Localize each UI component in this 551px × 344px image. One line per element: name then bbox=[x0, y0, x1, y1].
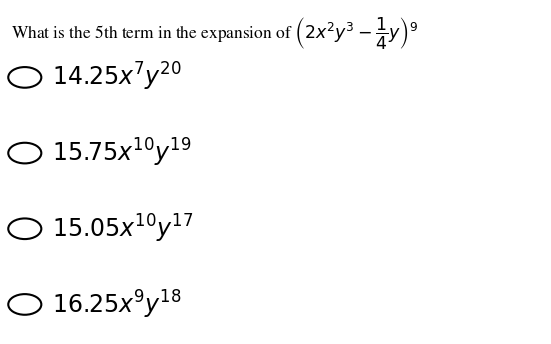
Text: $14.25x^7y^{20}$: $14.25x^7y^{20}$ bbox=[52, 61, 182, 94]
Text: What is the 5th term in the expansion of $\left(2x^2y^3 - \dfrac{1}{4}y\right)^9: What is the 5th term in the expansion of… bbox=[11, 15, 418, 52]
Text: $16.25x^9y^{18}$: $16.25x^9y^{18}$ bbox=[52, 288, 182, 321]
Text: $15.75x^{10}y^{19}$: $15.75x^{10}y^{19}$ bbox=[52, 137, 192, 169]
Text: $15.05x^{10}y^{17}$: $15.05x^{10}y^{17}$ bbox=[52, 213, 193, 245]
